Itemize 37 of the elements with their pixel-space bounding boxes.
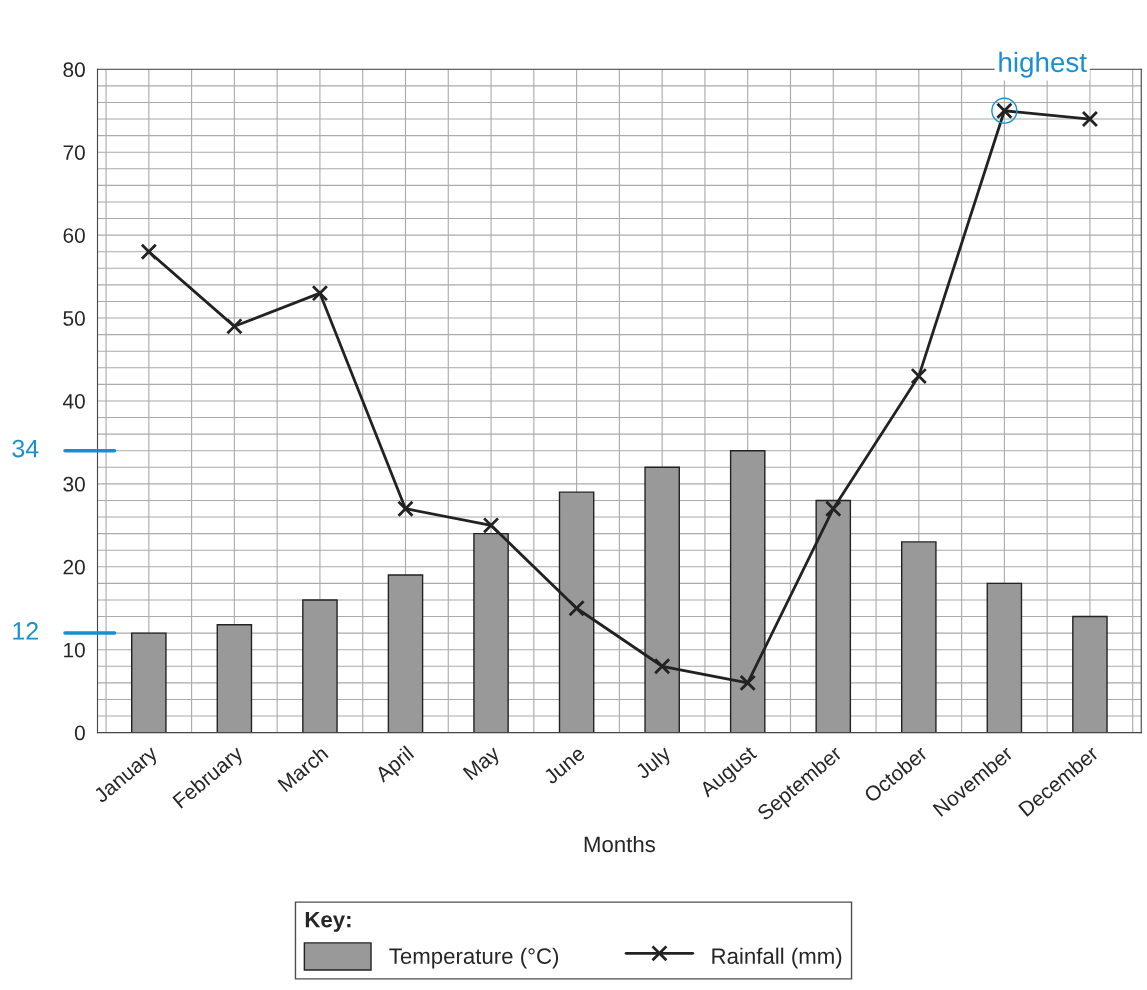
y-tick-label: 20 [63,559,85,575]
point [910,367,928,385]
y-tick-label: 30 [63,476,85,492]
x-axis-title: Months [584,835,656,853]
point [397,500,414,518]
point [653,657,671,675]
legend-label: Temperature (°C) [389,947,559,969]
ref-line-label: 12 [13,622,38,640]
point [568,599,585,617]
x-tick-label: May [462,745,504,784]
point [311,284,329,302]
bar [901,541,937,733]
point [226,317,243,335]
y-tick-label: 80 [63,62,85,78]
bar [131,632,167,733]
y-tick-label: 60 [63,228,85,243]
y-tick-label: 70 [63,145,85,160]
y-tick-label: 50 [63,311,85,326]
legend-title: Key: [305,911,351,932]
x-tick-label: July [634,744,675,783]
point [739,674,757,692]
bar [986,582,1023,733]
annotation: highest [999,51,1087,78]
point [482,516,500,534]
point [824,500,842,518]
ref-line-label: 34 [12,439,39,458]
legend-label: Rainfall (mm) [712,947,842,969]
point [1081,110,1099,128]
y-tick-label: 40 [63,393,85,409]
y-tick-label: 0 [74,725,85,741]
bar [302,599,338,733]
point [140,243,158,261]
y-tick-label: 10 [64,642,85,658]
bar [387,574,424,733]
x-tick-label: June [542,745,586,785]
bar [1072,615,1108,733]
bar [216,624,253,733]
